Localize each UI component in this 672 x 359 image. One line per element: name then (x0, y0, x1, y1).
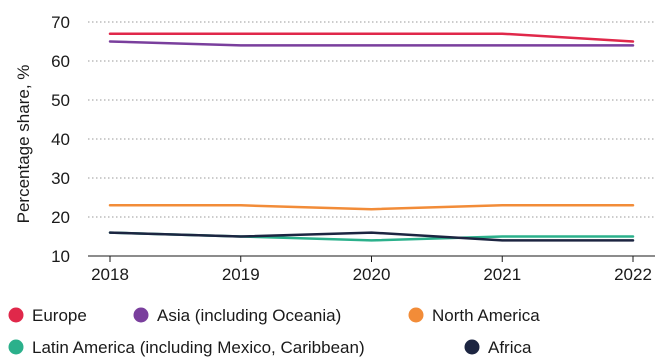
legend-marker (408, 307, 424, 323)
series-line-europe (108, 32, 635, 43)
gridlines (88, 21, 655, 257)
legend-label: Europe (32, 306, 87, 325)
x-tick-label: 2018 (91, 265, 129, 284)
y-tick-label: 40 (51, 130, 70, 149)
legend-marker (8, 339, 24, 355)
legend-item-latin-america-including-mexico-caribbean: Latin America (including Mexico, Caribbe… (8, 338, 365, 357)
series-line-north-america (108, 204, 635, 211)
y-tick-label: 50 (51, 91, 70, 110)
x-tick-label: 2021 (483, 265, 521, 284)
y-tick-label: 60 (51, 52, 70, 71)
legend-label: North America (432, 306, 540, 325)
legend-marker (8, 307, 24, 323)
legend-item-africa: Africa (464, 338, 532, 357)
legend-item-north-america: North America (408, 306, 540, 325)
x-tick-label: 2019 (222, 265, 260, 284)
y-axis-ticks: 10 20 30 40 50 60 70 (51, 13, 70, 266)
legend: Europe Asia (including Oceania) North Amer… (8, 306, 540, 357)
y-tick-label: 20 (51, 208, 70, 227)
x-tick-label: 2020 (353, 265, 391, 284)
series-line-asia-including-oceania (108, 40, 635, 47)
legend-label: Latin America (including Mexico, Caribbe… (32, 338, 365, 357)
legend-marker (133, 307, 149, 323)
legend-marker (464, 339, 480, 355)
legend-label: Africa (488, 338, 532, 357)
x-axis: 2018 2019 2020 2021 2022 (88, 255, 655, 284)
series-line-africa (108, 231, 635, 242)
series-lines (108, 32, 635, 242)
y-tick-label: 30 (51, 169, 70, 188)
legend-item-asia-including-oceania: Asia (including Oceania) (133, 306, 341, 325)
legend-label: Asia (including Oceania) (157, 306, 341, 325)
x-tick-label: 2022 (614, 265, 652, 284)
legend-item-europe: Europe (8, 306, 87, 325)
y-tick-label: 10 (51, 247, 70, 266)
y-axis-label: Percentage share, % (14, 65, 33, 224)
y-tick-label: 70 (51, 13, 70, 32)
